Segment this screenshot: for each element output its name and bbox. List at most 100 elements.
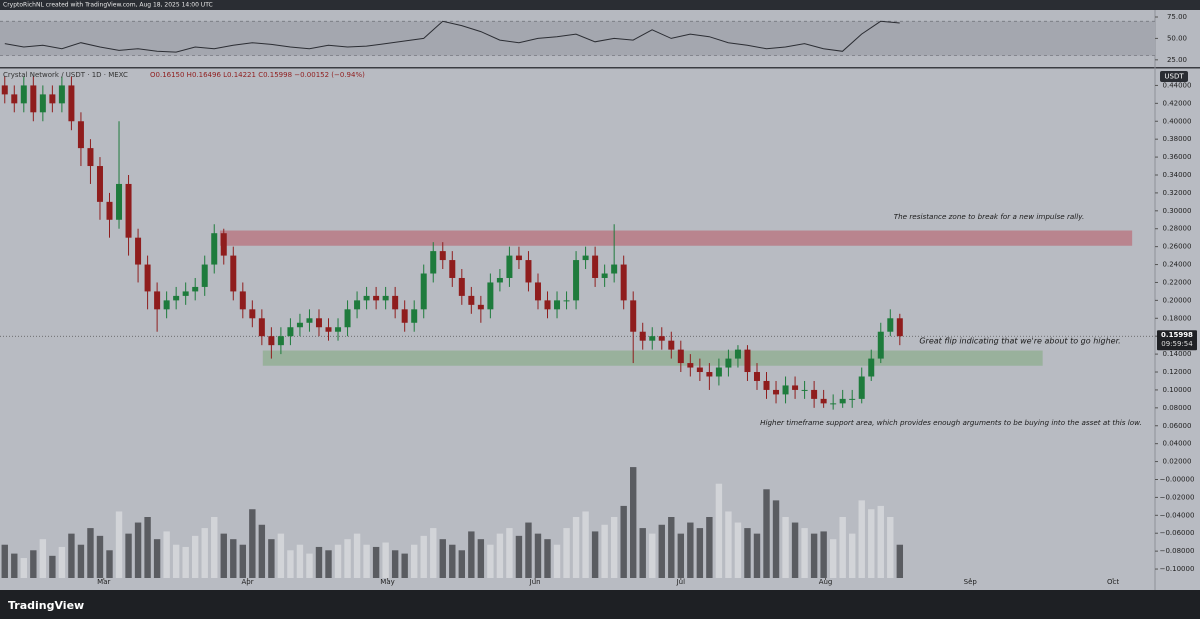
volume-bar (382, 542, 389, 578)
volume-bar (306, 553, 313, 578)
pane-separator (0, 67, 1200, 69)
volume-bar (506, 528, 513, 578)
candle-body (420, 273, 427, 310)
volume-bar (639, 528, 646, 578)
volume-bar (496, 533, 504, 578)
volume-bar (220, 533, 227, 578)
symbol-title: Crystal Network / USDT · 1D · MEXC (3, 71, 128, 79)
candle-body (820, 398, 827, 404)
y-tick-label: 0.38000 (1163, 135, 1192, 143)
volume-bar (20, 558, 28, 578)
annotation: The resistance zone to break for a new i… (894, 212, 1085, 221)
candle-body (249, 309, 256, 319)
y-tick-label: 0.12000 (1163, 368, 1192, 376)
volume-bar (191, 535, 199, 578)
footer-bar (0, 590, 1200, 619)
volume-bar (277, 533, 285, 578)
volume-bar (620, 505, 627, 578)
y-tick-label: −0.06000 (1160, 529, 1195, 537)
candle-body (306, 318, 313, 323)
candle-body (849, 398, 856, 400)
volume-bar (734, 522, 742, 578)
candle-body (315, 318, 322, 328)
candle-body (411, 309, 418, 323)
y-tick-label: 0.42000 (1163, 99, 1192, 107)
y-tick-label: 0.36000 (1163, 153, 1192, 161)
volume-bar (134, 522, 142, 578)
volume-bar (896, 544, 904, 578)
volume-bar (772, 500, 780, 578)
x-tick-label: Aug (819, 578, 833, 586)
annotation: Higher timeframe support area, which pro… (760, 418, 1142, 427)
y-tick-label: 75.00 (1167, 13, 1187, 21)
candle-body (20, 85, 27, 104)
volume-bar (153, 539, 161, 578)
candle-body (496, 277, 503, 283)
candle-body (858, 376, 865, 399)
candle-body (630, 300, 637, 332)
volume-bar (515, 535, 523, 578)
volume-bar (744, 528, 751, 578)
x-tick-label: Mar (97, 578, 110, 586)
main-pane (0, 68, 1200, 590)
x-tick-label: May (380, 578, 394, 586)
candle-body (296, 322, 303, 328)
volume-bar (334, 544, 342, 578)
volume-bar (534, 533, 542, 578)
y-tick-label: 0.22000 (1163, 278, 1192, 286)
volume-bar (144, 517, 151, 578)
volume-bar (420, 535, 427, 578)
candle-body (58, 85, 65, 104)
candle-body (658, 336, 665, 341)
candle-body (382, 295, 389, 301)
volume-bar (829, 539, 837, 578)
candle-body (325, 327, 332, 332)
candle-body (439, 251, 446, 261)
candle-body (506, 255, 513, 278)
candle-body (135, 237, 142, 265)
y-tick-label: 0.18000 (1163, 314, 1192, 322)
volume-bar (525, 522, 532, 578)
candle-body (125, 183, 132, 238)
volume-bar (182, 546, 189, 578)
candle-body (887, 318, 894, 332)
candle-body (801, 389, 808, 391)
volume-bar (353, 533, 361, 578)
credit: CryptoRichNL created with TradingView.co… (3, 2, 213, 9)
volume-bar (449, 544, 456, 578)
volume-bar (553, 544, 561, 578)
volume-bar (239, 544, 247, 578)
volume-bar (791, 522, 799, 578)
candle-body (182, 291, 189, 296)
volume-bar (839, 517, 846, 578)
y-tick-label: −0.00000 (1160, 475, 1195, 483)
volume-bar (696, 528, 704, 578)
y-tick-label: 0.30000 (1163, 207, 1192, 215)
candle-body (39, 94, 46, 113)
y-tick-label: 0.08000 (1163, 404, 1192, 412)
volume-bar (706, 517, 713, 578)
volume-bar (172, 544, 180, 578)
volume-bar (106, 550, 113, 578)
candle-body (868, 358, 875, 377)
candle-body (344, 309, 351, 328)
volume-bar (296, 544, 304, 578)
volume-bar (58, 546, 66, 578)
candle-body (839, 398, 846, 404)
candle-body (68, 85, 75, 122)
volume-bar (30, 550, 37, 578)
volume-bar (544, 539, 551, 578)
candle-body (753, 372, 760, 381)
volume-bar (649, 533, 656, 578)
last-price: 0.15998 (1161, 331, 1193, 339)
volume-bar (401, 553, 408, 578)
volume-bar (439, 539, 446, 578)
volume-bar (258, 524, 266, 578)
candle-body (77, 121, 84, 149)
candle-body (487, 282, 494, 310)
volume-bar (601, 524, 608, 578)
candle-body (201, 264, 208, 287)
y-tick-label: 0.24000 (1163, 261, 1192, 269)
volume-bar (801, 528, 808, 578)
volume-bar (39, 539, 47, 578)
